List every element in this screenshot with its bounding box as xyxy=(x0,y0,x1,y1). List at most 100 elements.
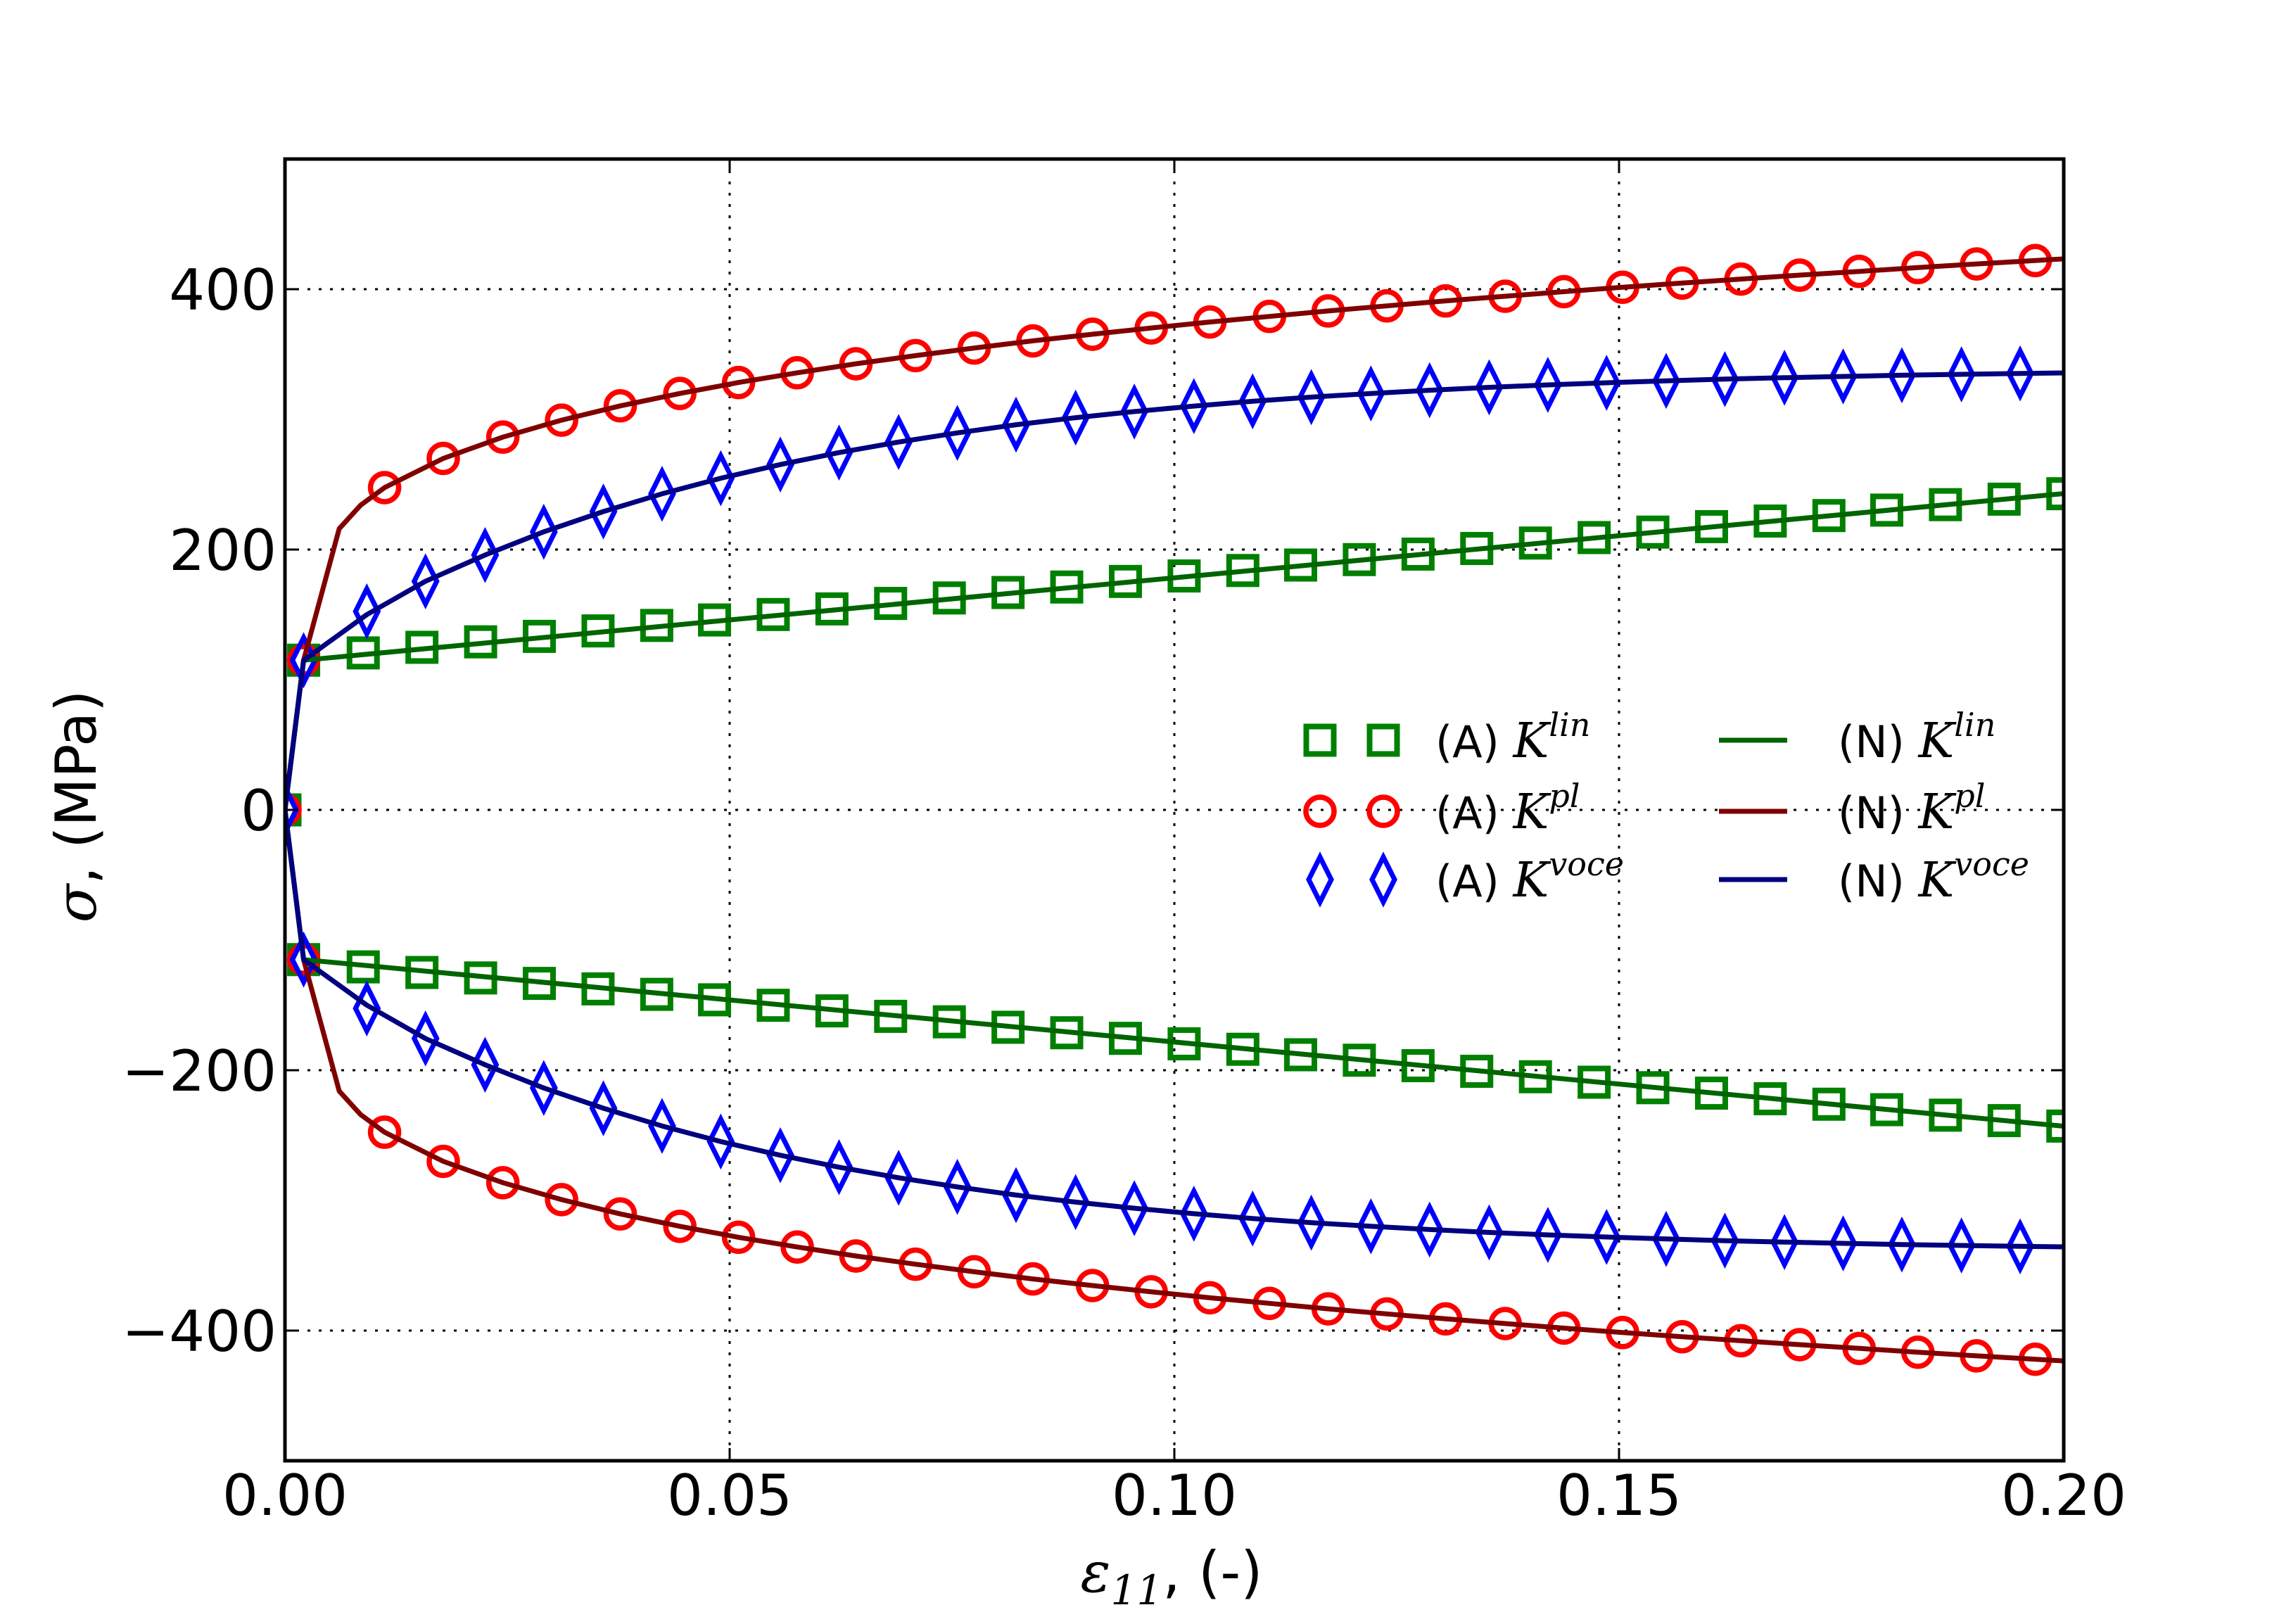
legend-prefix: (A) xyxy=(1435,856,1513,907)
marker-diamond-compression xyxy=(289,931,318,988)
marker-diamond-tension xyxy=(2006,345,2034,402)
marker-circle-compression xyxy=(426,1144,460,1179)
x-axis-subscript: 11 xyxy=(1110,1566,1162,1614)
marker-diamond-compression xyxy=(529,1060,558,1116)
marker-diamond-tension xyxy=(1238,373,1267,430)
legend-label: (N) Kvoce xyxy=(1838,845,2029,908)
marker-diamond-compression xyxy=(1179,1186,1208,1242)
marker-diamond-tension xyxy=(1533,357,1562,413)
marker-diamond-tension xyxy=(1947,346,1976,402)
y-tick-labels: −400 −200 0 200 400 xyxy=(122,258,277,1364)
legend-prefix: (N) xyxy=(1838,856,1918,907)
marker-diamond-compression xyxy=(825,1138,853,1195)
legend-superscript: voce xyxy=(1549,845,1624,883)
legend-prefix: (N) xyxy=(1838,716,1918,768)
marker-diamond-compression xyxy=(1770,1214,1799,1271)
marker-circle-tension xyxy=(603,389,637,423)
marker-diamond-tension xyxy=(529,504,558,560)
x-tick-label: 0.00 xyxy=(222,1463,348,1528)
y-tick-label: 0 xyxy=(241,778,277,844)
legend-symbol: K xyxy=(1917,785,1957,840)
legend-marker-swatch xyxy=(1303,723,1337,757)
x-tick-label: 0.05 xyxy=(667,1463,792,1528)
legend-superscript: lin xyxy=(1954,706,1995,744)
marker-diamond-tension xyxy=(1061,389,1090,446)
legend-label: (A) Kpl xyxy=(1435,777,1580,840)
curve--n--k-voce-compression xyxy=(285,809,2064,1250)
legend-prefix: (A) xyxy=(1435,716,1513,768)
legend-marker-swatch xyxy=(1366,794,1400,828)
marker-diamond-tension xyxy=(648,465,676,522)
legend-prefix: (N) xyxy=(1838,787,1918,839)
y-axis-label: σ, (MPa) xyxy=(44,690,109,923)
marker-diamond-tension xyxy=(1829,348,1858,405)
marker-diamond-tension xyxy=(1297,369,1326,426)
legend-superscript: pl xyxy=(1954,777,1985,815)
marker-diamond-compression xyxy=(1888,1216,1916,1273)
marker-diamond-compression xyxy=(1297,1194,1326,1251)
marker-diamond-compression xyxy=(1120,1180,1149,1236)
marker-diamond-compression xyxy=(884,1149,913,1206)
marker-diamond-tension xyxy=(943,405,972,462)
marker-diamond-tension xyxy=(589,483,618,540)
marker-diamond-tension xyxy=(1475,359,1504,416)
legend-item: (N) Kpl xyxy=(1719,777,1985,840)
marker-diamond-compression xyxy=(1002,1167,1030,1224)
marker-circle-compression xyxy=(367,1115,402,1149)
marker-diamond-compression xyxy=(706,1113,735,1170)
legend-symbol: K xyxy=(1917,853,1957,908)
curve--n--k-pl-compression xyxy=(285,809,2064,1364)
marker-diamond-compression xyxy=(1357,1198,1385,1255)
legend-symbol: K xyxy=(1512,853,1552,908)
marker-diamond-tension xyxy=(411,553,440,609)
x-tick-labels: 0.00 0.05 0.10 0.15 0.20 xyxy=(222,1463,2126,1528)
legend-prefix: (A) xyxy=(1435,787,1513,839)
x-axis-label: ε11, (-) xyxy=(1081,1540,1263,1614)
marker-diamond-compression xyxy=(1652,1210,1680,1267)
y-tick-label: −400 xyxy=(122,1299,277,1364)
curve--n--k-pl-tension xyxy=(285,256,2064,811)
legend-symbol: K xyxy=(1917,713,1957,769)
marker-circle-compression xyxy=(663,1210,697,1243)
marker-diamond-compression xyxy=(766,1127,794,1184)
y-tick-label: 200 xyxy=(169,518,277,583)
marker-circle-compression xyxy=(486,1166,520,1200)
legend-superscript: pl xyxy=(1549,777,1580,815)
marker-diamond-tension xyxy=(1592,355,1621,411)
y-tick-label: 400 xyxy=(169,258,277,323)
marker-diamond-tension xyxy=(1652,353,1680,410)
x-tick-label: 0.15 xyxy=(1556,1463,1682,1528)
legend-symbol: K xyxy=(1512,713,1552,769)
marker-diamond-tension xyxy=(1888,347,1916,404)
marker-diamond-tension xyxy=(706,450,735,507)
marker-diamond-tension xyxy=(1120,383,1149,440)
marker-diamond-compression xyxy=(471,1036,500,1093)
axis-ticks xyxy=(284,159,2065,1461)
legend-label: (A) Klin xyxy=(1435,706,1590,769)
legend-marker-swatch xyxy=(1306,851,1334,908)
marker-diamond-tension xyxy=(1770,349,1799,406)
legend-item: (A) Klin xyxy=(1303,706,1590,769)
marker-diamond-compression xyxy=(285,782,299,838)
marker-circle-tension xyxy=(367,471,402,505)
legend-superscript: lin xyxy=(1549,706,1590,744)
legend-label: (A) Kvoce xyxy=(1435,845,1624,908)
legend-item: (A) Kpl xyxy=(1303,777,1580,840)
legend: (A) Klin(A) Kpl(A) Kvoce(N) Klin(N) Kpl(… xyxy=(1303,706,2029,908)
marker-circle-tension xyxy=(663,376,697,410)
marker-diamond-tension xyxy=(1179,378,1208,434)
marker-circle-compression xyxy=(545,1183,578,1217)
x-axis-suffix: , (-) xyxy=(1162,1540,1262,1605)
marker-diamond-tension xyxy=(1415,362,1444,419)
marker-diamond-tension xyxy=(1357,365,1385,422)
y-tick-label: −200 xyxy=(122,1039,277,1104)
marker-diamond-compression xyxy=(1061,1174,1090,1231)
legend-item: (N) Klin xyxy=(1719,706,1995,769)
marker-diamond-tension xyxy=(1711,351,1739,407)
marker-circle-tension xyxy=(486,420,520,454)
marker-circle-tension xyxy=(426,441,460,476)
legend-item: (A) Kvoce xyxy=(1306,845,1624,908)
marker-diamond-compression xyxy=(1415,1201,1444,1258)
marker-diamond-compression xyxy=(1238,1190,1267,1247)
marker-diamond-tension xyxy=(825,424,853,481)
